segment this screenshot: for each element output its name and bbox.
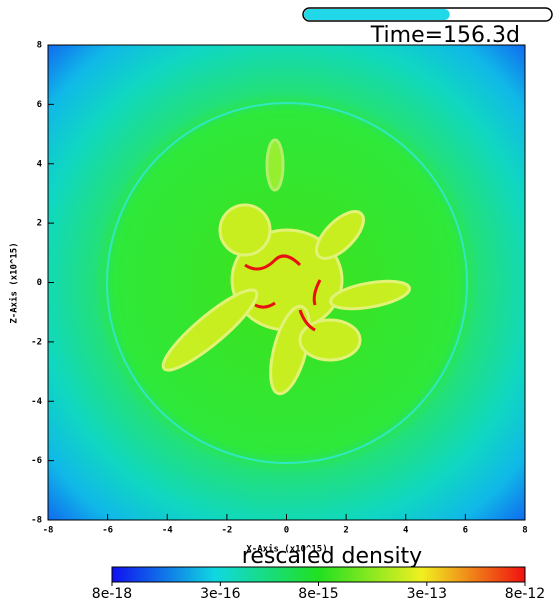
progress-fill (304, 9, 450, 20)
colorbar-tick-label: 3e-16 (200, 586, 240, 602)
y-tick-label: -4 (31, 397, 42, 407)
colorbar (111, 566, 526, 583)
x-axis-label: X-Axis (x10^15) (246, 544, 327, 555)
y-tick-label: 2 (37, 219, 42, 229)
y-tick-label: -2 (31, 337, 42, 347)
y-tick-label: -6 (31, 456, 42, 466)
x-tick-label: 6 (463, 526, 468, 536)
y-tick-label: 0 (37, 278, 42, 288)
colorbar-tick-label: 8e-12 (505, 586, 545, 602)
density-image (48, 45, 525, 520)
x-tick-label: -8 (43, 526, 54, 536)
y-tick-label: -8 (31, 516, 42, 526)
progress-bar (302, 7, 553, 22)
x-tick-label: -4 (162, 526, 173, 536)
y-tick-label: 4 (37, 159, 43, 169)
colorbar-tick-label: 8e-15 (298, 586, 338, 602)
x-tick-label: 8 (522, 526, 527, 536)
x-tick-label: -2 (221, 526, 232, 536)
x-tick-label: 2 (343, 526, 348, 536)
x-tick-label: -6 (102, 526, 113, 536)
colorbar-tick-label: 3e-13 (407, 586, 447, 602)
x-tick-label: 4 (403, 526, 409, 536)
y-tick-label: 6 (37, 100, 42, 110)
y-axis-label: Z-Axis (x10^15) (9, 242, 20, 323)
time-label: Time=156.3d (370, 23, 520, 48)
colorbar-tick-label: 8e-18 (92, 586, 132, 602)
colorbar-label: rescaled density (242, 544, 422, 569)
x-tick-label: 0 (284, 526, 289, 536)
y-tick-label: 8 (37, 41, 42, 51)
